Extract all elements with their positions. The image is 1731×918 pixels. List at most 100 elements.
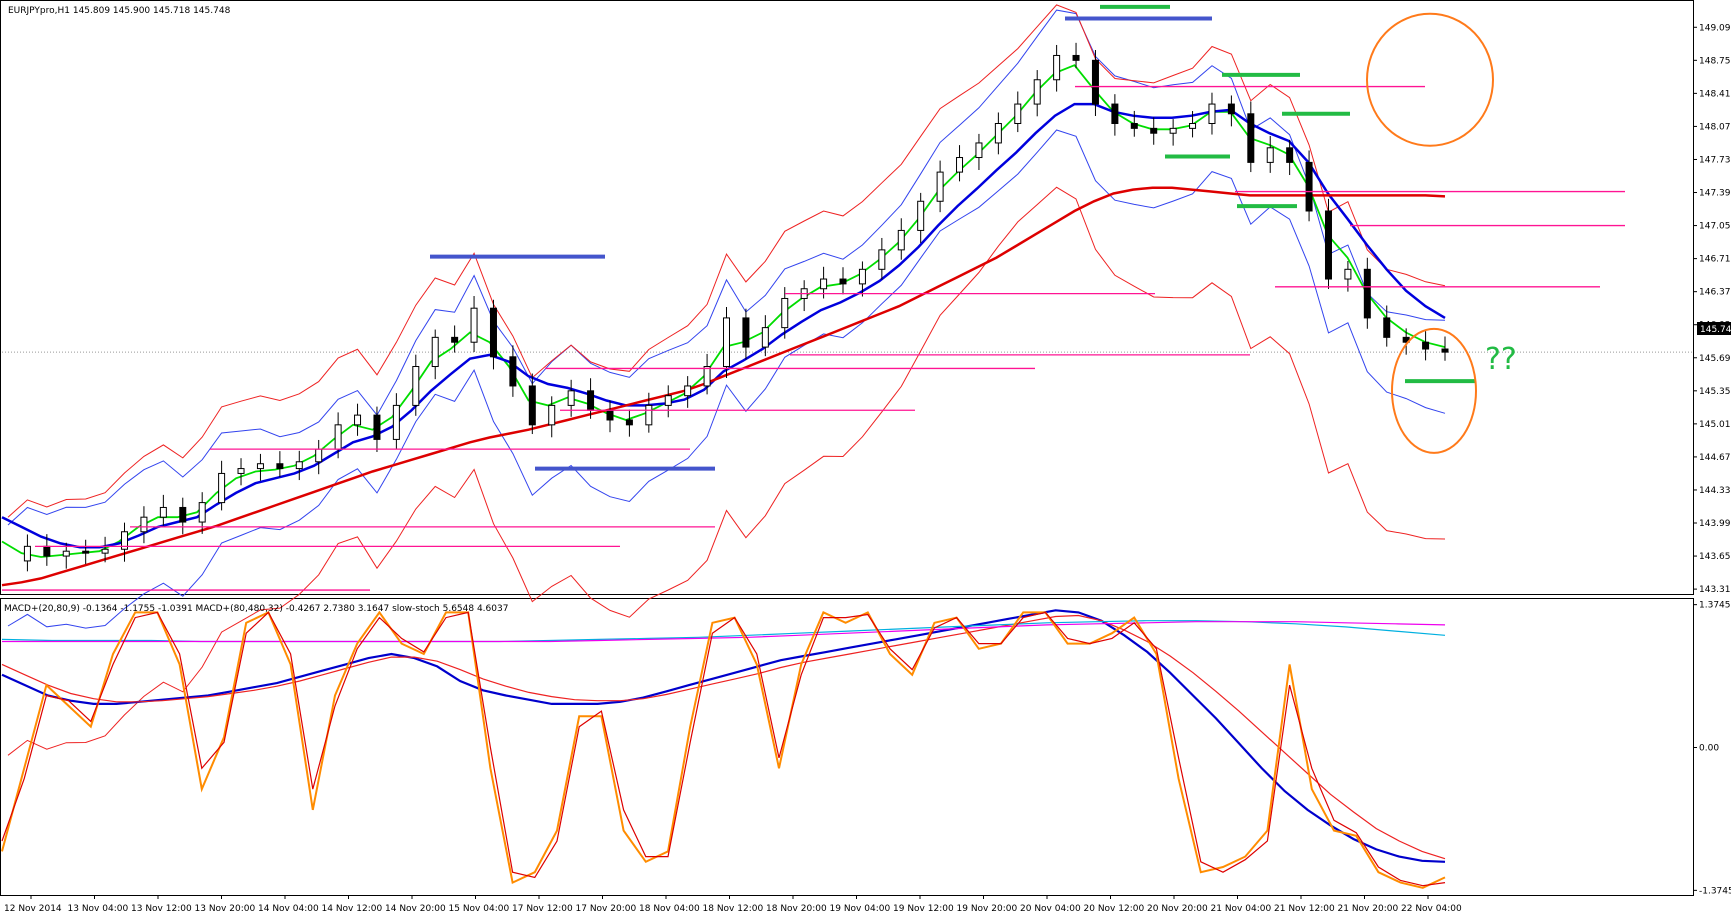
time-tick-label: 13 Nov 12:00	[131, 904, 192, 914]
candle-body	[994, 123, 1002, 144]
price-tick-label: 146.710	[1699, 255, 1731, 265]
candle-body	[567, 390, 575, 406]
time-tick-label: 21 Nov 12:00	[1274, 904, 1335, 914]
candle-body	[101, 548, 109, 554]
moving-average-line	[1, 186, 1446, 587]
price-tick-label: 146.370	[1699, 288, 1731, 298]
current-price-box	[1697, 322, 1731, 335]
current-price-label: 145.748	[1700, 325, 1731, 335]
indicator-tick-label: -1.3745	[1699, 886, 1731, 896]
candle-body	[1014, 103, 1022, 125]
blue-band-lower	[7, 129, 1446, 629]
time-tick-label: 14 Nov 04:00	[258, 904, 319, 914]
candle-body	[975, 142, 983, 159]
candle-body	[839, 278, 847, 285]
candle-body	[276, 463, 284, 470]
candle-body	[645, 404, 653, 426]
price-tick-label: 147.390	[1699, 189, 1731, 199]
candle-body	[43, 545, 51, 557]
time-axis: 12 Nov 2014 13 Nov 04:00 13 Nov 12:00 13 No…	[4, 895, 1462, 914]
time-tick-label: 19 Nov 12:00	[893, 904, 954, 914]
candle-body	[237, 468, 245, 474]
price-tick-label: 148.070	[1699, 122, 1731, 132]
candle-body	[1441, 348, 1449, 353]
candle-body	[62, 550, 70, 557]
candle-body	[1091, 59, 1099, 105]
time-tick-label: 21 Nov 20:00	[1338, 904, 1399, 914]
time-tick-label: 18 Nov 12:00	[703, 904, 764, 914]
candle-body	[1130, 123, 1138, 129]
price-tick-label: 143.310	[1699, 585, 1731, 595]
candle-body	[1053, 54, 1061, 81]
candle-body	[1208, 103, 1216, 125]
indicator-line	[1, 610, 1446, 889]
indicator-line	[1, 611, 1446, 887]
candle-body	[956, 157, 964, 173]
time-tick-label: 19 Nov 04:00	[830, 904, 891, 914]
candle-body	[742, 317, 750, 348]
candle-body	[1266, 147, 1274, 163]
candle-body	[179, 506, 187, 523]
candle-body	[548, 404, 556, 426]
candle-body	[664, 395, 672, 406]
candle-body	[781, 297, 789, 329]
indicator-pane	[1, 609, 1446, 889]
candle-body	[373, 414, 381, 440]
candle-body	[412, 366, 420, 406]
price-tick-label: 147.050	[1699, 222, 1731, 232]
candle-body	[1286, 147, 1294, 163]
candle-body	[509, 356, 517, 387]
candle-body	[1305, 161, 1313, 212]
time-tick-label: 18 Nov 04:00	[639, 904, 700, 914]
candle-body	[354, 414, 362, 426]
candle-body	[256, 463, 264, 470]
time-tick-label: 21 Nov 04:00	[1211, 904, 1272, 914]
candle-body	[625, 419, 633, 426]
price-tick-label: 149.090	[1699, 23, 1731, 33]
candle-body	[295, 461, 303, 470]
time-tick-label: 20 Nov 04:00	[1020, 904, 1081, 914]
candle-body	[1422, 341, 1430, 350]
price-tick-label: 144.330	[1699, 486, 1731, 496]
highlight-circle	[1391, 327, 1477, 454]
candle-body	[82, 550, 90, 554]
candle-body	[1033, 79, 1041, 105]
indicator-line	[1, 614, 1446, 860]
time-tick-label: 14 Nov 12:00	[322, 904, 383, 914]
candle-body	[1324, 210, 1332, 280]
candle-body	[1189, 123, 1197, 129]
candle-body	[723, 317, 730, 368]
indicator-header: MACD+(20,80,9) -0.1364 -1.1755 -1.0391 M…	[4, 604, 508, 614]
candle-body	[1150, 127, 1158, 134]
candle-body	[684, 385, 692, 397]
moving-average-line	[1, 102, 1446, 549]
candle-body	[528, 385, 536, 426]
candle-body	[198, 502, 206, 523]
indicator-line	[1, 609, 1446, 863]
time-tick-label: 17 Nov 20:00	[576, 904, 637, 914]
candle-body	[587, 390, 595, 411]
highlight-circle	[1366, 12, 1494, 147]
candle-body	[1169, 127, 1177, 134]
candle-body	[917, 200, 925, 231]
time-tick-label: 20 Nov 12:00	[1084, 904, 1145, 914]
price-tick-label: 145.350	[1699, 387, 1731, 397]
candle-body	[392, 404, 400, 440]
candle-body	[1247, 113, 1255, 163]
red-band-lower	[7, 186, 1446, 756]
candle-body	[1111, 103, 1119, 125]
price-pane	[1, 4, 1693, 756]
price-tick-label: 143.990	[1699, 519, 1731, 529]
candle-body	[315, 448, 323, 463]
candle-body	[1383, 317, 1391, 338]
candle-body	[1363, 268, 1371, 319]
price-tick-label: 144.670	[1699, 453, 1731, 463]
time-tick-label: 17 Nov 12:00	[512, 904, 573, 914]
candle-body	[489, 307, 497, 358]
candle-body	[1344, 268, 1352, 280]
candle-body	[858, 268, 866, 285]
price-tick-label: 145.010	[1699, 420, 1731, 430]
time-tick-label: 19 Nov 20:00	[957, 904, 1018, 914]
candle-body	[159, 506, 167, 518]
